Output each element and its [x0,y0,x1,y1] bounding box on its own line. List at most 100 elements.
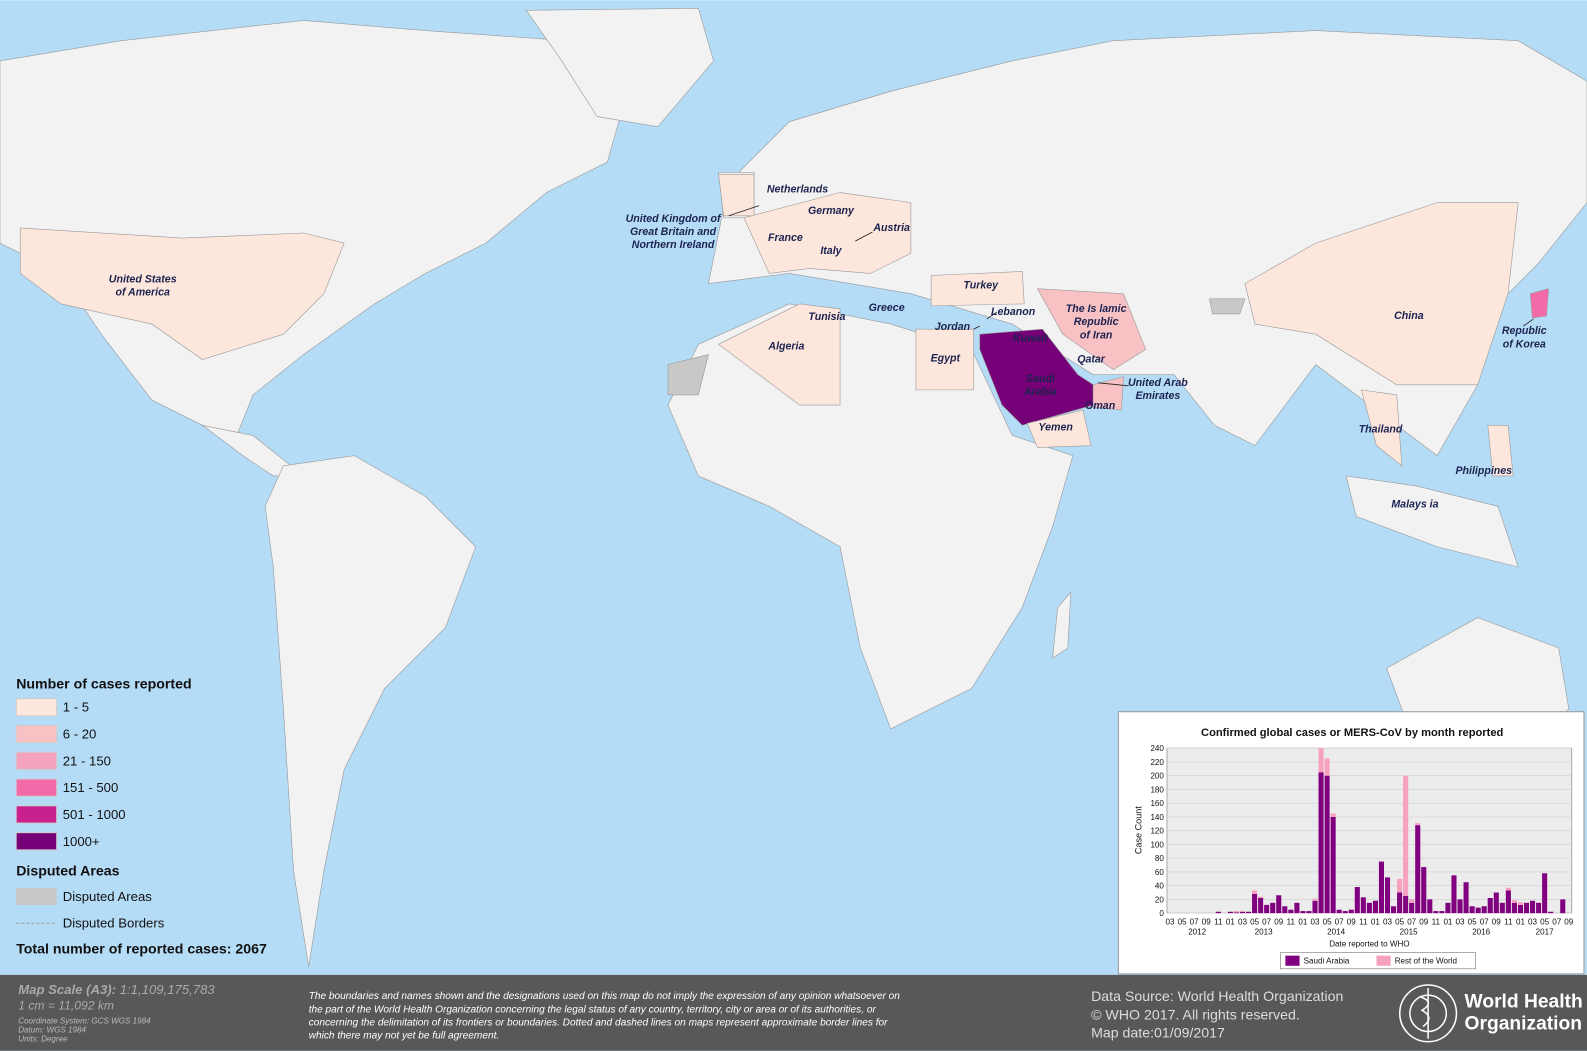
bar [1348,909,1354,914]
bar [1391,906,1397,914]
x-tick-label: 07 [1552,917,1561,926]
label-line: Thailand [1359,423,1403,435]
x-tick-label: 05 [1468,917,1477,926]
total-label: Total number of reported cases: [16,942,231,958]
map-date: Map date:01/09/2017 [1091,1026,1225,1042]
bar [1306,911,1312,914]
bar [1548,911,1554,914]
x-axis-label: Date reported to WHO [1329,940,1409,949]
legend-swatch [15,724,58,744]
label-line: United Arab [1128,377,1188,389]
x-tick-label: 01 [1443,917,1452,926]
bar [1246,911,1252,914]
country-label: Germany [808,205,855,217]
bar [1415,825,1421,914]
bar [1433,911,1439,914]
bar [1445,902,1451,914]
label-line: Yemen [1038,421,1073,433]
x-group-label: 2014 [1327,927,1345,936]
legend-swatch [15,778,58,797]
algeria [718,303,841,406]
bar [1427,899,1433,914]
x-tick-label: 07 [1335,917,1344,926]
bar [1330,816,1336,914]
bar [1560,899,1566,914]
bar [1324,775,1330,914]
legend-swatch [15,751,58,770]
bar [1300,911,1306,914]
bar [1342,911,1348,914]
x-tick-label: 09 [1202,917,1211,926]
x-tick-label: 07 [1190,917,1199,926]
bar [1312,898,1318,901]
datum: Datum: WGS 1984 [18,1026,86,1035]
inset-chart: Confirmed global cases or MERS-CoV by mo… [1117,711,1585,975]
bar [1336,909,1342,914]
bar [1360,897,1366,914]
source: Data Source: World Health Organization [1091,989,1343,1005]
disclaimer: The boundaries and names shown and the d… [309,991,901,1002]
leader-line [728,205,760,217]
bar [1288,909,1294,914]
bar [1542,873,1548,914]
country-label: United Kingdom of Great Britain and Northe… [626,213,722,251]
bar [1421,867,1427,914]
label-line: of Iran [1080,329,1113,341]
chart-legend-swatch [1285,955,1300,966]
bar [1487,898,1493,914]
bar [1403,895,1409,914]
country-label: United States of America [109,274,177,299]
y-tick-label: 160 [1150,799,1164,808]
bar [1252,893,1258,914]
label-line: of Korea [1503,338,1546,350]
label-line: The Is lamic [1066,303,1127,315]
total-value: 2067 [235,942,267,958]
legend-label: 151 - 500 [63,780,119,795]
bar [1372,900,1378,914]
label-line: Algeria [767,340,804,352]
disputed-area [667,354,709,396]
bar [1493,892,1499,914]
yemen [1026,409,1092,448]
disclaimer: the part of the World Health Organizatio… [309,1004,877,1015]
label-line: China [1394,310,1424,322]
y-axis-label: Case Count [1134,806,1144,854]
legend-subtitle: Disputed Areas [16,864,119,880]
bar [1409,899,1415,903]
country-label: Yemen [1038,421,1073,433]
country-label: Saudi Arabia [1023,373,1057,398]
country-label: France [768,232,803,244]
bar [1312,900,1318,914]
x-tick-label: 01 [1371,917,1380,926]
country-label: United Arab Emirates [1128,377,1188,402]
x-tick-label: 03 [1238,917,1247,926]
leader-line [973,325,980,330]
x-tick-label: 09 [1492,917,1501,926]
x-tick-label: 07 [1480,917,1489,926]
x-group-label: 2015 [1400,927,1418,936]
bar [1324,758,1330,776]
bar [1282,906,1288,914]
label-line: Emirates [1135,390,1180,402]
bar [1330,813,1336,817]
egypt [915,328,974,391]
disclaimer: which there may not yet be full agreemen… [309,1031,499,1042]
bar [1239,911,1246,912]
country-labels: Netherlands Germany United Kingdom of Gre… [109,184,1547,511]
bar [1451,875,1457,914]
bar [1233,911,1239,913]
iran [1036,288,1147,370]
label-line: Turkey [963,280,999,292]
bar [1463,882,1469,914]
x-tick-label: 01 [1298,917,1307,926]
chart-legend-swatch [1376,955,1391,966]
label-line: Germany [808,205,855,217]
bar [1415,823,1421,826]
label-line: Oman [1085,400,1116,412]
label-line: Austria [872,222,910,234]
bar [1366,902,1372,914]
turkey [930,271,1025,307]
bar [1252,890,1258,894]
y-tick-label: 40 [1155,882,1164,891]
coord: Coordinate System: GCS WGS 1984 [18,1016,151,1025]
